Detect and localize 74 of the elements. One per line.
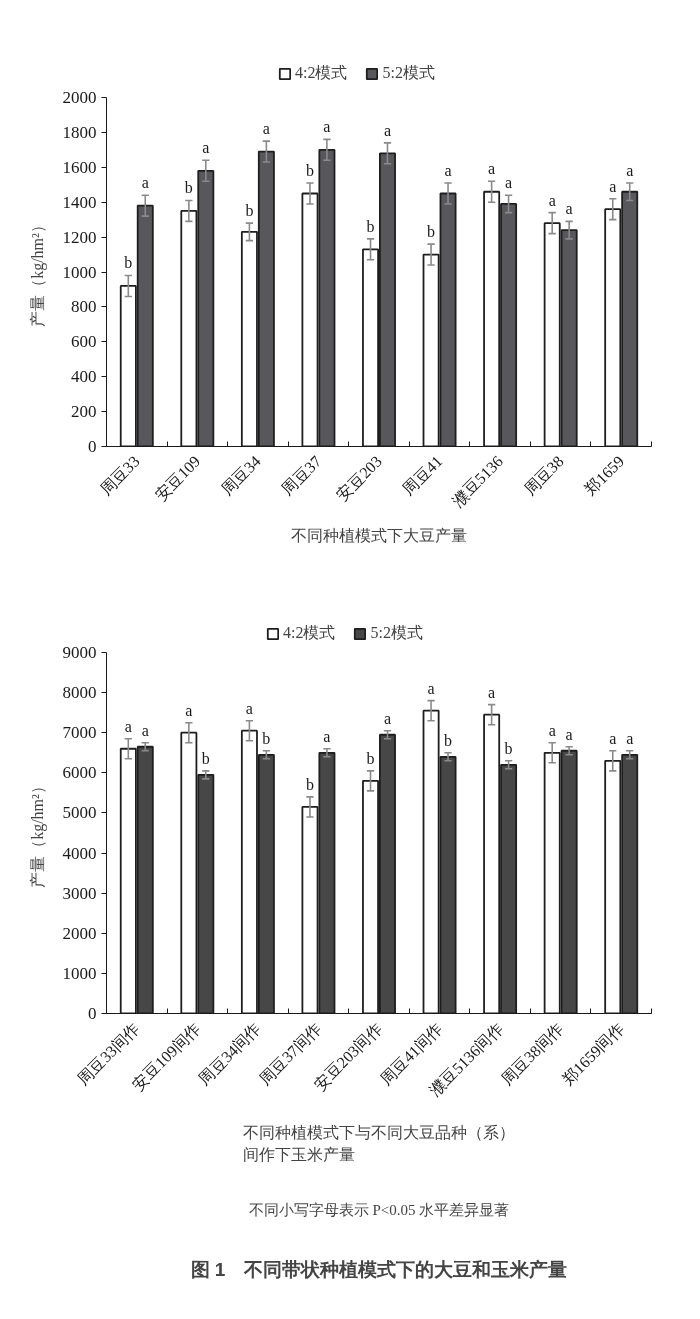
data-label: a [565,200,573,218]
x-tick-label: 周豆33 [96,452,143,499]
y-tick-label: 2000 [62,88,97,107]
y-tick-label: 6000 [62,763,97,783]
legend-label: 5:2模式 [370,623,423,643]
legend-label: 5:2模式 [382,63,435,83]
data-label: a [262,120,270,138]
data-label: a [323,118,331,136]
data-label: a [245,699,253,717]
data-label: a [185,701,193,719]
data-label: a [124,717,132,735]
y-tick-label: 800 [71,297,97,317]
text: 不同小写字母表示 P<0.05 水平差异显著 [248,1201,510,1218]
x-tick-label: 周豆37 [278,452,325,499]
data-label: a [141,721,149,739]
data-label: a [427,679,435,697]
data-label: b [366,217,375,235]
y-tick-label: 5000 [62,803,97,823]
data-label: a [609,177,617,195]
data-label: b [201,749,210,767]
data-label: b [427,223,436,241]
data-label: b [184,179,193,197]
data-label: a [626,729,634,747]
x-tick-label: 周豆38 [520,452,567,499]
y-tick-label: 0 [88,437,97,456]
y-tick-label: 200 [71,402,97,422]
y-tick-label: 2000 [62,923,97,943]
data-label: a [202,139,210,157]
data-label: a [383,121,392,139]
y-tick-label: 7000 [62,723,97,743]
data-label: b [504,739,513,757]
data-label: a [488,683,496,701]
y-tick-label: 1000 [62,963,97,983]
x-axis-title: 不同种植模式下大豆产量 [291,526,467,544]
data-label: a [383,709,392,727]
data-label: a [444,162,452,180]
y-axis-title: 产量（kg/hm²） [28,778,47,888]
y-tick-label: 1600 [62,157,97,177]
data-label: b [444,731,453,749]
data-label: b [305,775,314,793]
data-label: a [323,727,331,745]
legend-label: 4:2模式 [283,623,336,643]
x-tick-label: 周豆41 [399,452,446,499]
data-label: a [548,721,556,739]
data-label: b [124,254,133,272]
y-tick-label: 1800 [62,122,97,142]
data-label: a [626,162,634,180]
y-tick-label: 600 [71,332,97,352]
y-tick-label: 1000 [62,262,97,282]
data-label: a [488,160,496,178]
data-label: b [305,162,314,180]
y-axis-title: 产量（kg/hm²） [28,217,47,327]
x-tick-label: 安豆203 [333,452,386,505]
y-tick-label: 0 [88,1004,97,1023]
data-label: b [366,749,375,767]
data-label: b [245,202,254,220]
x-axis-title: 不同种植模式下与不同大豆品种（系）间作下玉米产量 [243,1123,515,1164]
data-label: b [262,729,271,747]
data-label: a [505,174,513,192]
y-tick-label: 1400 [62,192,97,212]
x-tick-label: 周豆34 [217,452,264,499]
y-tick-label: 4000 [62,843,97,863]
data-label: a [565,725,573,743]
data-label: a [548,191,556,209]
x-tick-label: 安豆109 [151,452,204,505]
y-tick-label: 9000 [62,643,97,662]
y-tick-label: 400 [71,367,97,387]
y-tick-label: 1200 [62,227,97,247]
legend-label: 4:2模式 [295,63,348,83]
y-tick-label: 3000 [62,883,97,903]
y-tick-label: 8000 [62,683,97,703]
data-label: a [609,729,617,747]
text: 图 1 不同带状种植模式下的大豆和玉米产量 [190,1258,568,1280]
data-label: a [141,174,149,192]
